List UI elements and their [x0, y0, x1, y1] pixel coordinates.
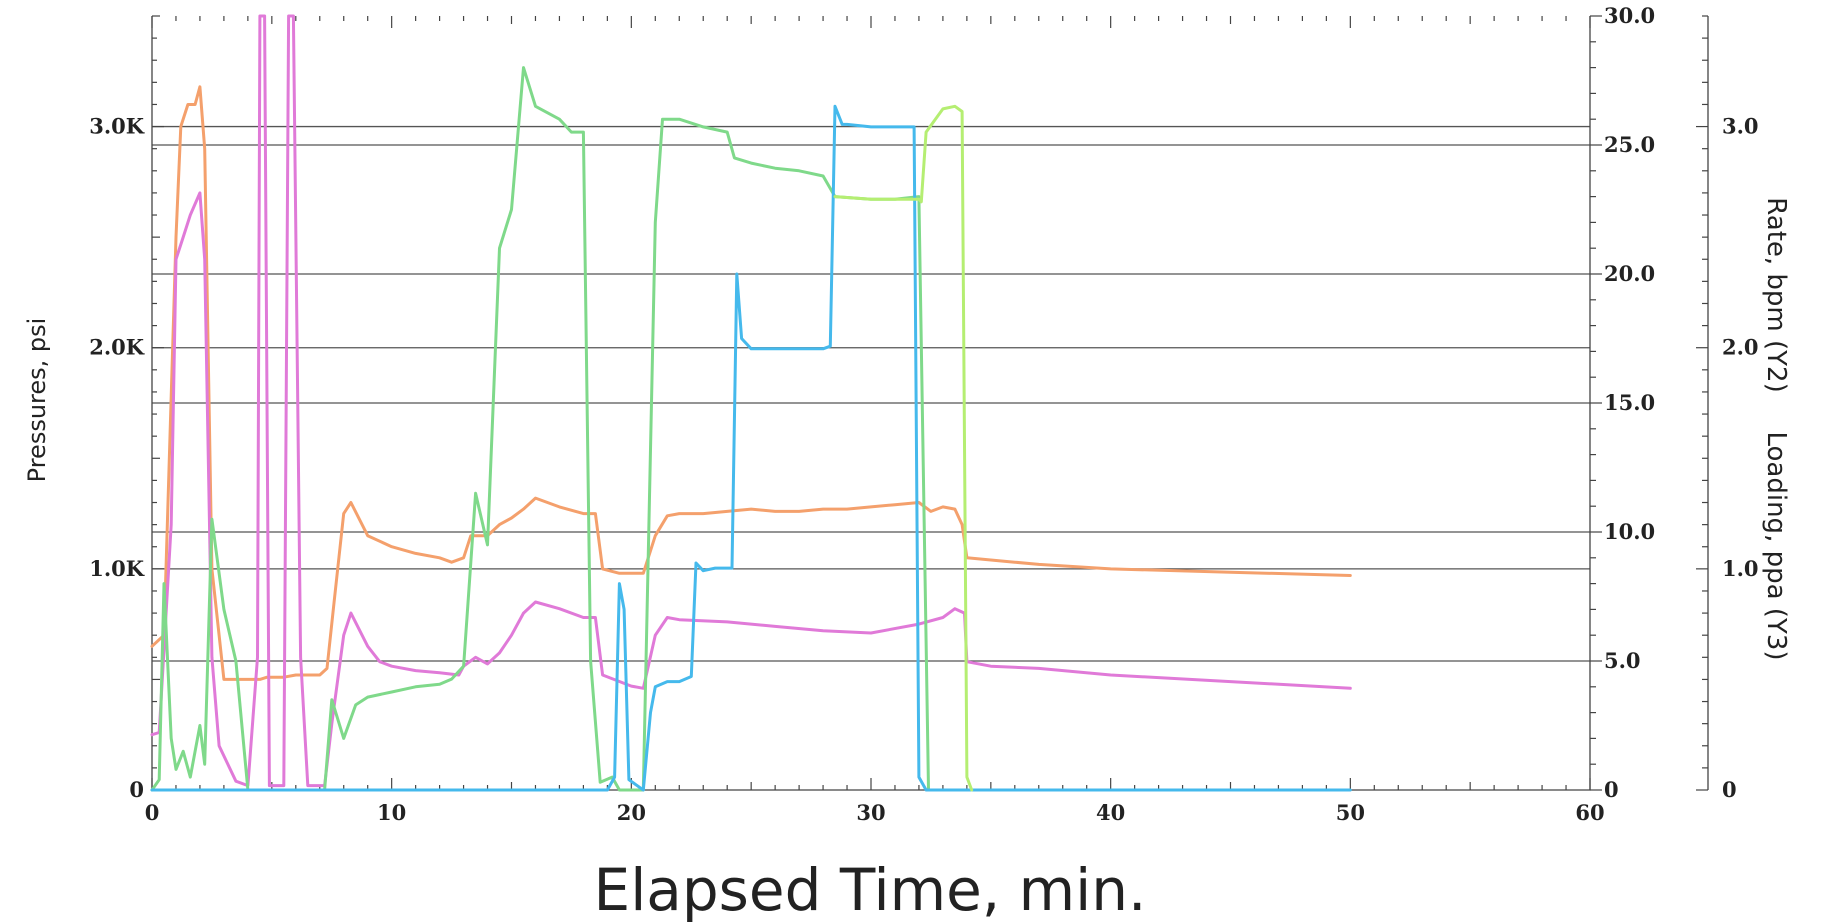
tick-labels-layer: 0 10 20 30 40 50 6001.0K2.0K3.0K05.010.015.020… [89, 3, 1758, 825]
y2-tick-label: 30.0 [1604, 3, 1655, 28]
y3-tick-label: 1.0 [1722, 556, 1759, 581]
y3-tick-label: 2.0 [1722, 335, 1759, 360]
grid-layer [152, 125, 1590, 662]
x-tick-label: 60 [1575, 800, 1604, 825]
x-tick-label: 30 [856, 800, 885, 825]
series-line-5 [833, 104, 974, 792]
y-tick-label: 3.0K [89, 114, 145, 139]
x-tick-label: 40 [1096, 800, 1125, 825]
y2-tick-label: 10.0 [1604, 519, 1655, 544]
series-line-3 [150, 66, 930, 792]
y-tick-label: 0 [129, 777, 144, 802]
y-tick-label: 2.0K [89, 335, 145, 360]
y2-tick-label: 5.0 [1604, 648, 1641, 673]
x-tick-label: 50 [1336, 800, 1365, 825]
x-tick-label: 0 [145, 800, 160, 825]
y-axis-title: Pressures, psi [23, 318, 51, 483]
axes-layer [151, 15, 1709, 791]
series-line-1 [150, 85, 1352, 681]
y3-tick-label: 0 [1722, 777, 1737, 802]
x-tick-label: 10 [377, 800, 406, 825]
y2-axis-title: Rate, bpm (Y2) [1761, 197, 1791, 392]
series-layer [150, 14, 1352, 792]
x-tick-label: 20 [617, 800, 646, 825]
y2-tick-label: 20.0 [1604, 261, 1655, 286]
x-axis-title: Elapsed Time, min. [594, 856, 1147, 922]
y-tick-label: 1.0K [89, 556, 145, 581]
y2-tick-label: 0 [1604, 777, 1619, 802]
y3-axis-title: Loading, ppa (Y3) [1761, 431, 1791, 660]
y3-tick-label: 3.0 [1722, 114, 1759, 139]
series-line-2 [150, 14, 1352, 788]
y2-tick-label: 15.0 [1604, 390, 1655, 415]
y2-tick-label: 25.0 [1604, 132, 1655, 157]
series-line-4 [150, 104, 1352, 792]
